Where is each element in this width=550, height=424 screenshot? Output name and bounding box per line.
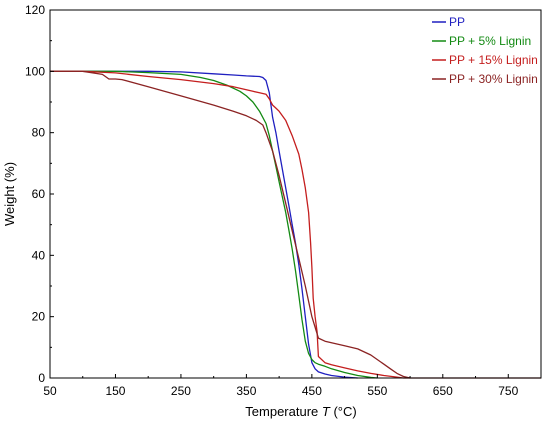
- x-tick-label: 150: [105, 384, 125, 398]
- x-tick-label: 650: [433, 384, 453, 398]
- x-tick-label: 250: [171, 384, 191, 398]
- y-tick-label: 0: [38, 371, 45, 385]
- series-line-2: [50, 70, 378, 379]
- legend-label: PP + 30% Lignin: [449, 72, 538, 86]
- x-tick-label: 350: [236, 384, 256, 398]
- x-tick-label: 550: [367, 384, 387, 398]
- x-axis-label-symbol: T: [322, 404, 331, 419]
- legend: PP PP + 5% Lignin PP + 15% Lignin PP + 30% …: [432, 15, 538, 86]
- legend-label: PP + 5% Lignin: [449, 34, 531, 48]
- y-axis-label: Weight (%): [2, 162, 17, 226]
- axis-ticks: [49, 9, 509, 379]
- x-tick-label: 450: [302, 384, 322, 398]
- series-line-4: [50, 70, 541, 379]
- x-axis-label: Temperature T (°C): [245, 404, 356, 419]
- x-axis-label-text: Temperature: [245, 404, 318, 419]
- series-line-1: [50, 70, 358, 379]
- x-tick-label: 50: [43, 384, 57, 398]
- plot-lines: [50, 70, 541, 379]
- y-tick-label: 100: [25, 64, 45, 78]
- y-tick-label: 40: [32, 248, 46, 262]
- legend-label: PP + 15% Lignin: [449, 53, 538, 67]
- series-line-3: [50, 70, 411, 379]
- x-tick-label: 750: [498, 384, 518, 398]
- y-tick-label: 20: [32, 310, 46, 324]
- y-tick-label: 60: [32, 187, 46, 201]
- y-tick-label: 80: [32, 126, 46, 140]
- axis-tick-labels: 50 150 250 350 450 550 650 750 0 20 40 60 80 100 120: [25, 3, 519, 398]
- y-tick-label: 120: [25, 3, 45, 17]
- legend-label: PP: [449, 15, 465, 29]
- x-axis-label-unit: (°C): [333, 404, 356, 419]
